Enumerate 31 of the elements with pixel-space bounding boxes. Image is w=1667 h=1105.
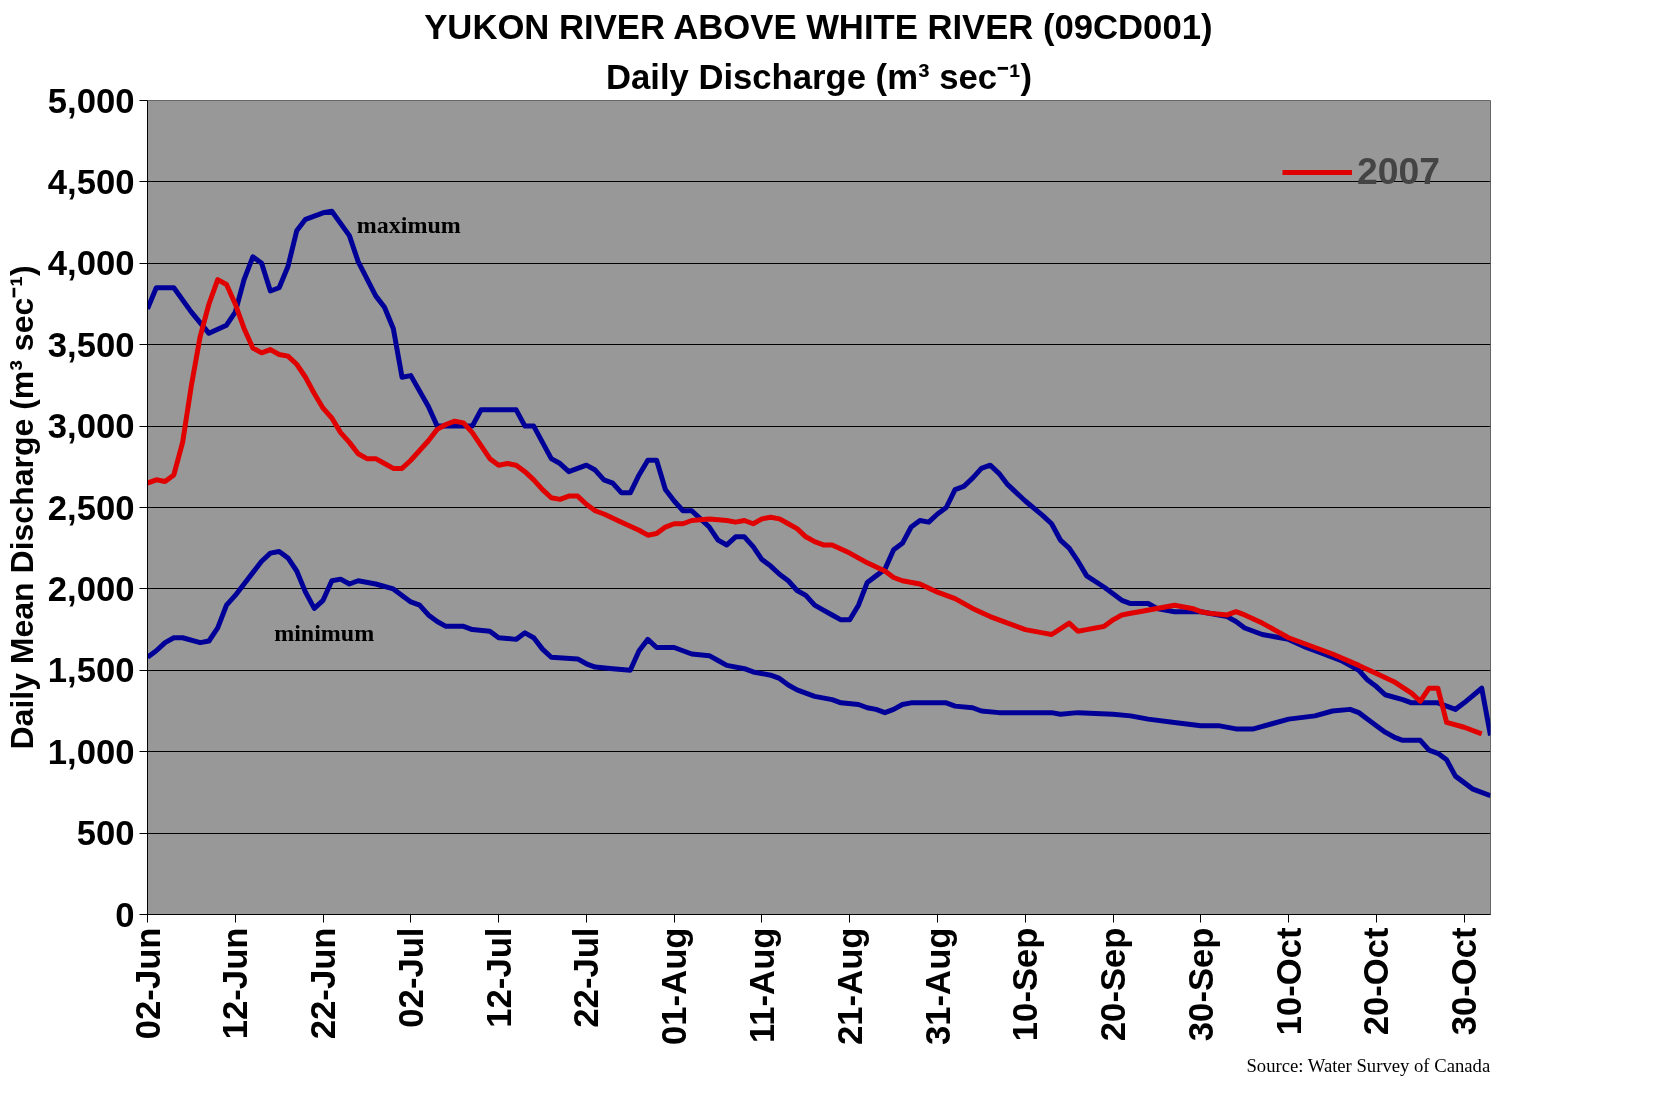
y-tick-label: 4,500 <box>47 162 135 201</box>
x-tick-label: 12-Jun <box>216 927 255 1040</box>
x-tick-label: 20-Oct <box>1357 927 1396 1036</box>
y-axis-title: Daily Mean Discharge (m³ sec⁻¹) <box>3 265 40 750</box>
y-tick-label: 3,500 <box>47 325 135 364</box>
y-tick-label: 2,500 <box>47 488 135 527</box>
x-tick-label: 22-Jul <box>567 927 606 1028</box>
x-tick-label: 21-Aug <box>830 927 869 1045</box>
x-tick-label: 30-Oct <box>1445 927 1484 1036</box>
annotation: minimum <box>274 620 375 647</box>
y-tick-label: 1,500 <box>47 651 135 690</box>
y-tick-label: 5,000 <box>47 81 135 120</box>
y-tick-label: 2,000 <box>47 569 135 608</box>
annotation: maximum <box>356 212 461 239</box>
chart-subtitle: Daily Discharge (m³ sec⁻¹) <box>605 57 1033 96</box>
x-tick-label: 31-Aug <box>918 927 957 1045</box>
x-tick-label: 01-Aug <box>655 927 694 1045</box>
x-tick-label: 02-Jul <box>391 927 430 1028</box>
y-tick-label: 1,000 <box>47 732 135 771</box>
x-tick-label: 20-Sep <box>1094 927 1133 1042</box>
x-tick-label: 30-Sep <box>1181 927 1220 1042</box>
x-tick-label: 22-Jun <box>304 927 343 1040</box>
source-note: Source: Water Survey of Canada <box>1246 1054 1491 1076</box>
y-tick-label: 4,000 <box>47 244 135 283</box>
y-tick-label: 500 <box>76 814 135 853</box>
x-tick-label: 12-Jul <box>479 927 518 1028</box>
chart-title: YUKON RIVER ABOVE WHITE RIVER (09CD001) <box>424 7 1213 46</box>
x-tick-label: 10-Sep <box>1006 927 1045 1042</box>
x-tick-label: 10-Oct <box>1269 927 1308 1036</box>
y-tick-label: 3,000 <box>47 407 135 446</box>
x-tick-label: 11-Aug <box>742 927 781 1044</box>
